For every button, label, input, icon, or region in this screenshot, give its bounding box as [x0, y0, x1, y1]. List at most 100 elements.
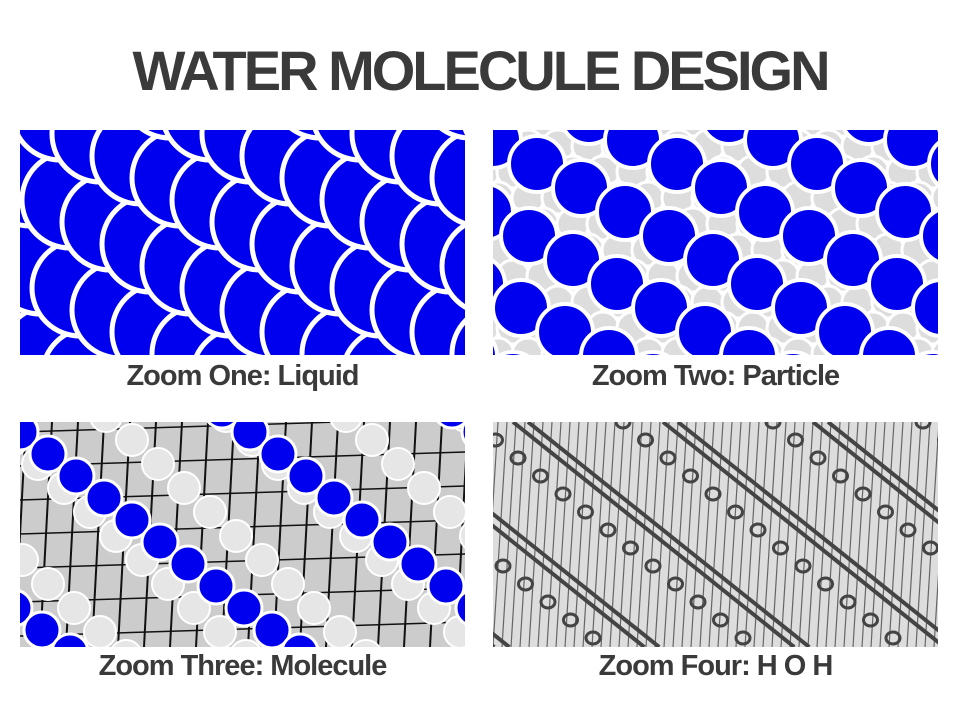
hatch-line	[636, 422, 652, 647]
atom-blue	[426, 566, 465, 606]
atom-gray	[219, 519, 253, 553]
particle-blue	[927, 140, 938, 188]
atom-gray	[297, 591, 331, 625]
chain-link	[689, 594, 707, 610]
chain-link	[772, 540, 789, 556]
atom-blue	[28, 434, 68, 474]
atom-blue	[258, 434, 298, 474]
atom-blue	[196, 566, 236, 606]
chain-link	[727, 504, 744, 520]
hatch-line	[852, 422, 868, 647]
hatch-line	[816, 422, 832, 647]
scale-shape	[439, 130, 465, 141]
atom-blue	[314, 478, 354, 518]
chain-link	[854, 486, 872, 502]
atom-blue	[398, 544, 438, 584]
chain-link	[877, 504, 894, 520]
scale-shape	[429, 130, 465, 227]
chain-link	[704, 486, 722, 502]
atom-gray	[407, 471, 441, 505]
atom-gray	[355, 423, 389, 457]
chain-rail	[811, 422, 938, 525]
particle-blue	[496, 350, 530, 355]
atom-gray	[20, 543, 39, 577]
atom-gray	[323, 615, 357, 647]
atom-gray	[57, 591, 91, 625]
chain-link	[914, 422, 932, 430]
chain-link	[667, 576, 684, 592]
chain-link	[682, 468, 699, 484]
chain-link	[577, 504, 594, 520]
atom-gray	[245, 543, 279, 577]
atom-gray	[231, 639, 261, 647]
atom-gray	[111, 639, 141, 647]
atom-gray	[115, 423, 149, 457]
chain-rail	[526, 422, 811, 647]
hatch-line	[690, 422, 706, 647]
particle-pattern	[493, 130, 938, 355]
hatch-line	[771, 422, 787, 647]
hatch-line	[933, 573, 938, 647]
chain-link	[659, 450, 677, 466]
atom-blue	[224, 588, 264, 628]
hatch-line	[825, 422, 841, 647]
atom-blue	[51, 632, 89, 647]
hatch-line	[924, 428, 938, 647]
atom-gray	[90, 422, 122, 433]
atom-blue	[454, 590, 465, 626]
chain-link	[622, 540, 639, 556]
atom-blue	[370, 522, 410, 562]
atom-blue	[56, 456, 96, 496]
hatch-line	[780, 422, 796, 647]
chain-link	[562, 612, 579, 628]
atom-blue	[112, 500, 152, 540]
chain-link	[862, 612, 879, 628]
chain-link	[644, 558, 662, 574]
scale-shape	[449, 317, 465, 355]
particle-blue	[636, 350, 670, 355]
chain-link	[539, 594, 557, 610]
hatch-line	[843, 422, 859, 647]
atom-gray	[167, 471, 201, 505]
hatch-line	[537, 422, 553, 647]
chain-link	[832, 468, 849, 484]
hatch-line	[807, 422, 823, 647]
atom-blue	[342, 500, 382, 540]
chain-link	[734, 630, 752, 646]
hatch-line	[573, 422, 589, 647]
chain-link	[794, 558, 812, 574]
particle-blue	[776, 350, 810, 355]
chain-link	[599, 522, 617, 538]
chain-link	[494, 558, 512, 574]
chain-rail	[511, 422, 796, 647]
particle-blue	[919, 208, 938, 264]
hatch-line	[834, 422, 850, 647]
atom-blue	[22, 610, 62, 647]
chain-rail	[493, 523, 646, 647]
caption-zoom-one: Zoom One: Liquid	[126, 360, 359, 392]
atom-blue	[230, 422, 270, 452]
scale-shape	[439, 222, 465, 310]
hatch-line	[501, 422, 517, 647]
atom-gray	[203, 615, 237, 647]
chain-link	[839, 594, 857, 610]
hatch-line	[879, 422, 895, 647]
hatch-line	[654, 422, 670, 647]
chain-rail	[493, 511, 661, 647]
chain-link	[817, 576, 834, 592]
bond-line	[91, 422, 105, 647]
chain-link	[517, 576, 534, 592]
atom-blue	[84, 478, 124, 518]
chain-link	[764, 422, 782, 430]
hatch-line	[789, 422, 805, 647]
caption-zoom-two: Zoom Two: Particle	[591, 360, 840, 392]
panel-molecule	[20, 422, 465, 647]
atom-blue	[436, 422, 465, 430]
particle-blue	[842, 130, 896, 146]
chain-link	[614, 422, 632, 430]
atom-gray	[31, 567, 65, 601]
chain-link	[884, 630, 902, 646]
page-title: WATER MOLECULE DESIGN	[132, 39, 830, 102]
hatch-line	[582, 422, 598, 647]
chain-link	[554, 486, 572, 502]
